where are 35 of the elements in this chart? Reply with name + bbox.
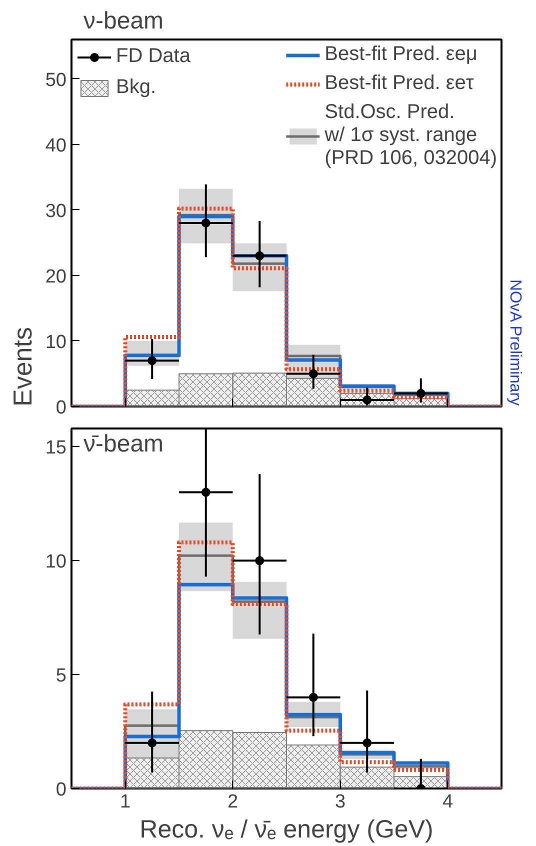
y-tick-label: 10: [45, 332, 67, 353]
legend-label: Best-fit Pred. εeτ: [324, 72, 474, 95]
text: NOvA Preliminary: [506, 279, 524, 406]
chart-title: ν̄-beam: [84, 430, 164, 458]
point: [308, 369, 318, 378]
y-tick-label: 30: [45, 200, 67, 222]
legend-label: Std.Osc. Pred. w/ 1σ syst. range (PRD 106, 032004): [324, 101, 497, 170]
y-tick-label: 0: [56, 780, 67, 800]
y-tick-label: 20: [45, 266, 67, 288]
y-tick-label: 10: [45, 552, 67, 573]
point: [255, 556, 264, 566]
x-tick-label: 4: [442, 792, 454, 812]
point: [308, 692, 318, 702]
y-axis-title: Events: [8, 327, 38, 406]
point: [148, 738, 157, 748]
legend-label: FD Data: [116, 45, 190, 68]
x-tick-label: 1: [120, 792, 131, 812]
y-tick-label: 15: [45, 438, 67, 459]
point: [416, 388, 426, 398]
legend-label: Bkg.: [116, 76, 156, 99]
x-tick-label: 2: [227, 792, 238, 812]
point: [201, 488, 210, 497]
point: [201, 218, 210, 228]
y-tick-label: 50: [45, 70, 67, 91]
point: [362, 395, 372, 404]
y-tick-label: 0: [56, 398, 67, 418]
x-axis-title: Reco. νₑ / ν̄ₑ energy (GeV): [140, 816, 434, 844]
legend-label: Best-fit Pred. εeμ: [324, 43, 478, 66]
point: [362, 738, 372, 748]
x-tick-label: 3: [334, 792, 346, 812]
point: [255, 251, 264, 260]
chart-title: ν-beam: [84, 8, 164, 34]
y-tick-label: 5: [56, 666, 67, 687]
y-tick-label: 40: [45, 135, 67, 156]
point: [148, 356, 157, 366]
